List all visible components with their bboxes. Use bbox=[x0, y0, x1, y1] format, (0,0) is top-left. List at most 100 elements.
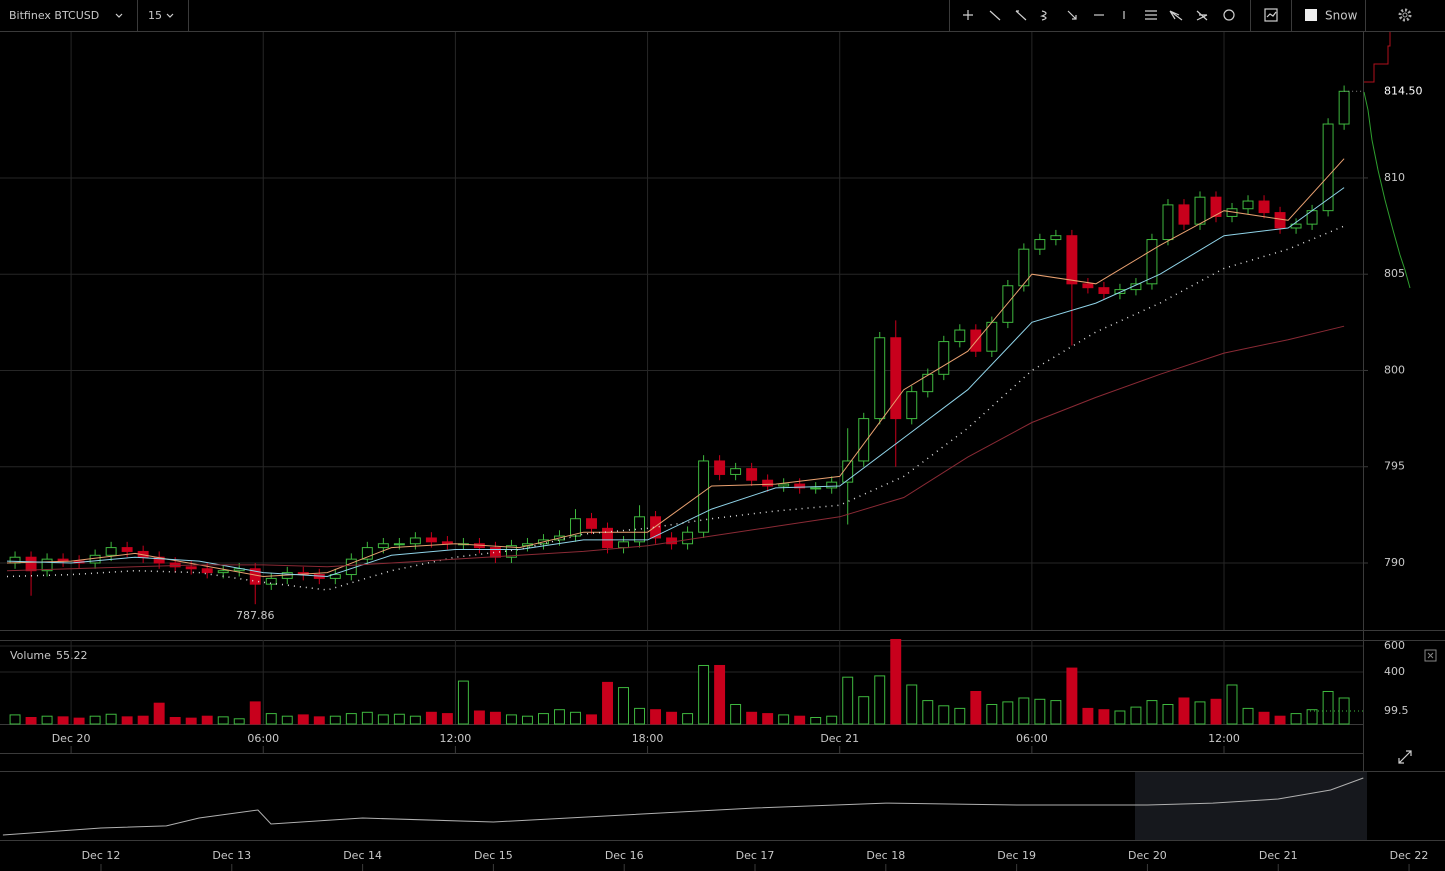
crosshair-tool[interactable] bbox=[963, 10, 973, 20]
close-pane-button[interactable] bbox=[1424, 649, 1437, 662]
candle-body bbox=[746, 468, 758, 481]
volume-bar bbox=[361, 711, 373, 725]
volume-bar bbox=[826, 715, 838, 725]
candle-body bbox=[682, 531, 694, 545]
navigator-line bbox=[2, 777, 1364, 836]
toolbar: Bitfinex BTCUSD 15 Snow bbox=[0, 0, 1445, 32]
volume-bar bbox=[105, 713, 117, 725]
volume-bar bbox=[1338, 697, 1350, 725]
candle-body bbox=[9, 556, 21, 564]
y-tick-label: 400 bbox=[1384, 665, 1405, 678]
volume-bar bbox=[762, 713, 774, 725]
volume-bar bbox=[249, 701, 261, 725]
volume-bar bbox=[1162, 703, 1174, 725]
interval-selector[interactable]: 15 bbox=[148, 9, 162, 22]
theme-checkbox[interactable] bbox=[1305, 9, 1317, 21]
candle-body bbox=[265, 577, 277, 585]
candle-body bbox=[121, 547, 133, 552]
y-tick-label: 795 bbox=[1384, 460, 1405, 473]
x-tick-label: Dec 16 bbox=[605, 849, 644, 862]
x-tick-label: Dec 15 bbox=[474, 849, 513, 862]
candle-body bbox=[217, 570, 229, 574]
trendline-tool[interactable] bbox=[989, 10, 1001, 21]
fan-tool[interactable] bbox=[1169, 10, 1183, 21]
volume-bar bbox=[393, 713, 405, 725]
x-tick-label: 18:00 bbox=[632, 732, 664, 745]
volume-bar bbox=[906, 684, 918, 725]
moving-average bbox=[6, 187, 1345, 578]
parallel-channel-tool[interactable] bbox=[1145, 10, 1157, 20]
volume-bar bbox=[970, 690, 982, 725]
candle-body bbox=[393, 543, 405, 546]
x-tick-label: Dec 21 bbox=[1259, 849, 1298, 862]
volume-bar bbox=[1050, 700, 1062, 725]
circle-tool[interactable] bbox=[1223, 9, 1235, 21]
volume-bar bbox=[1194, 701, 1206, 725]
y-tick-label: 810 bbox=[1384, 171, 1405, 184]
volume-bar bbox=[185, 717, 197, 725]
x-tick-label: 06:00 bbox=[247, 732, 279, 745]
volume-bar bbox=[842, 676, 854, 725]
candle-body bbox=[361, 547, 373, 560]
x-tick-label: Dec 18 bbox=[866, 849, 905, 862]
volume-bar bbox=[650, 709, 662, 725]
volume-bar bbox=[602, 681, 613, 725]
arrow-tool[interactable] bbox=[1067, 10, 1077, 20]
settings-glyph bbox=[1402, 12, 1408, 18]
volume-bar bbox=[425, 711, 437, 725]
candle-body bbox=[89, 554, 101, 564]
settings-button[interactable] bbox=[1398, 8, 1412, 22]
dropdown-caret bbox=[166, 13, 174, 18]
x-tick-label: Dec 13 bbox=[212, 849, 251, 862]
candle-body bbox=[1034, 239, 1046, 250]
volume-bar bbox=[874, 675, 886, 725]
candle-body bbox=[105, 547, 117, 556]
candle-body bbox=[425, 537, 437, 543]
curve-tool[interactable] bbox=[1039, 10, 1047, 21]
volume-bar bbox=[1082, 707, 1094, 725]
volume-bar bbox=[794, 715, 806, 725]
ray-tool[interactable] bbox=[1015, 10, 1027, 21]
volume-bar bbox=[1114, 710, 1126, 725]
last-price-label: 814.50 bbox=[1384, 84, 1423, 97]
x-tick-label: 06:00 bbox=[1016, 732, 1048, 745]
candle-body bbox=[409, 537, 421, 545]
candle-body bbox=[714, 460, 726, 475]
volume-last-value: 55.22 bbox=[56, 649, 88, 662]
volume-bar bbox=[1322, 690, 1334, 725]
volume-bar bbox=[489, 711, 501, 725]
volume-bar bbox=[281, 715, 293, 725]
volume-bar bbox=[121, 716, 133, 725]
volume-bar bbox=[233, 718, 245, 725]
volume-bar bbox=[1226, 684, 1238, 725]
volume-bar bbox=[954, 707, 966, 725]
indicators-button[interactable] bbox=[1264, 8, 1278, 22]
candle-body bbox=[858, 418, 870, 462]
volume-bar bbox=[201, 715, 213, 725]
x-tick-label: Dec 20 bbox=[1128, 849, 1167, 862]
candle-body bbox=[874, 337, 886, 420]
candle-body bbox=[1114, 289, 1126, 294]
candle-body bbox=[441, 541, 453, 545]
x-tick-label: Dec 20 bbox=[52, 732, 91, 745]
volume-bar bbox=[9, 714, 21, 725]
volume-bar bbox=[1290, 713, 1302, 725]
volume-bar bbox=[409, 715, 421, 725]
volume-bar bbox=[265, 713, 277, 725]
candle-body bbox=[41, 558, 53, 572]
candle-body bbox=[1018, 248, 1030, 287]
volume-bar bbox=[682, 713, 694, 725]
volume-bar bbox=[714, 664, 726, 725]
depth-asks bbox=[1364, 32, 1391, 83]
volume-bar bbox=[1242, 707, 1254, 725]
symbol-selector[interactable]: Bitfinex BTCUSD bbox=[9, 9, 99, 22]
volume-bar bbox=[1274, 715, 1286, 725]
pitchfork-tool[interactable] bbox=[1196, 10, 1208, 21]
candle-body bbox=[505, 545, 517, 558]
navigator-selection[interactable] bbox=[1135, 772, 1367, 840]
volume-bar bbox=[666, 711, 678, 725]
theme-label[interactable]: Snow bbox=[1325, 9, 1358, 23]
fullscreen-button[interactable] bbox=[1398, 750, 1412, 764]
candle-body bbox=[826, 481, 838, 489]
